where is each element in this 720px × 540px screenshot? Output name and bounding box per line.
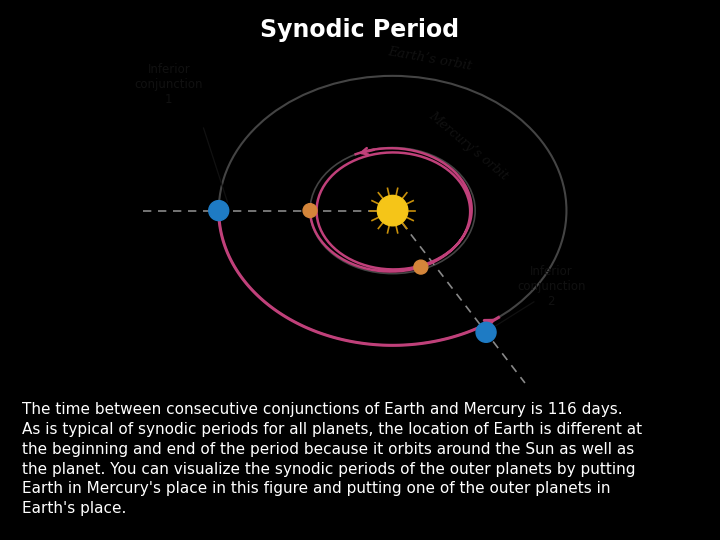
Text: Inferior
conjunction
1: Inferior conjunction 1 (135, 63, 203, 106)
Circle shape (476, 322, 496, 342)
Text: Inferior
conjunction
2: Inferior conjunction 2 (517, 265, 585, 308)
Text: Synodic Period: Synodic Period (261, 18, 459, 42)
Circle shape (377, 195, 408, 226)
Text: Mercury’s orbit: Mercury’s orbit (426, 109, 510, 182)
Circle shape (414, 260, 428, 274)
Circle shape (209, 200, 229, 221)
Circle shape (303, 204, 317, 218)
Text: The time between consecutive conjunctions of Earth and Mercury is 116 days.
As i: The time between consecutive conjunction… (22, 402, 642, 516)
Text: Earth’s orbit: Earth’s orbit (387, 45, 473, 72)
